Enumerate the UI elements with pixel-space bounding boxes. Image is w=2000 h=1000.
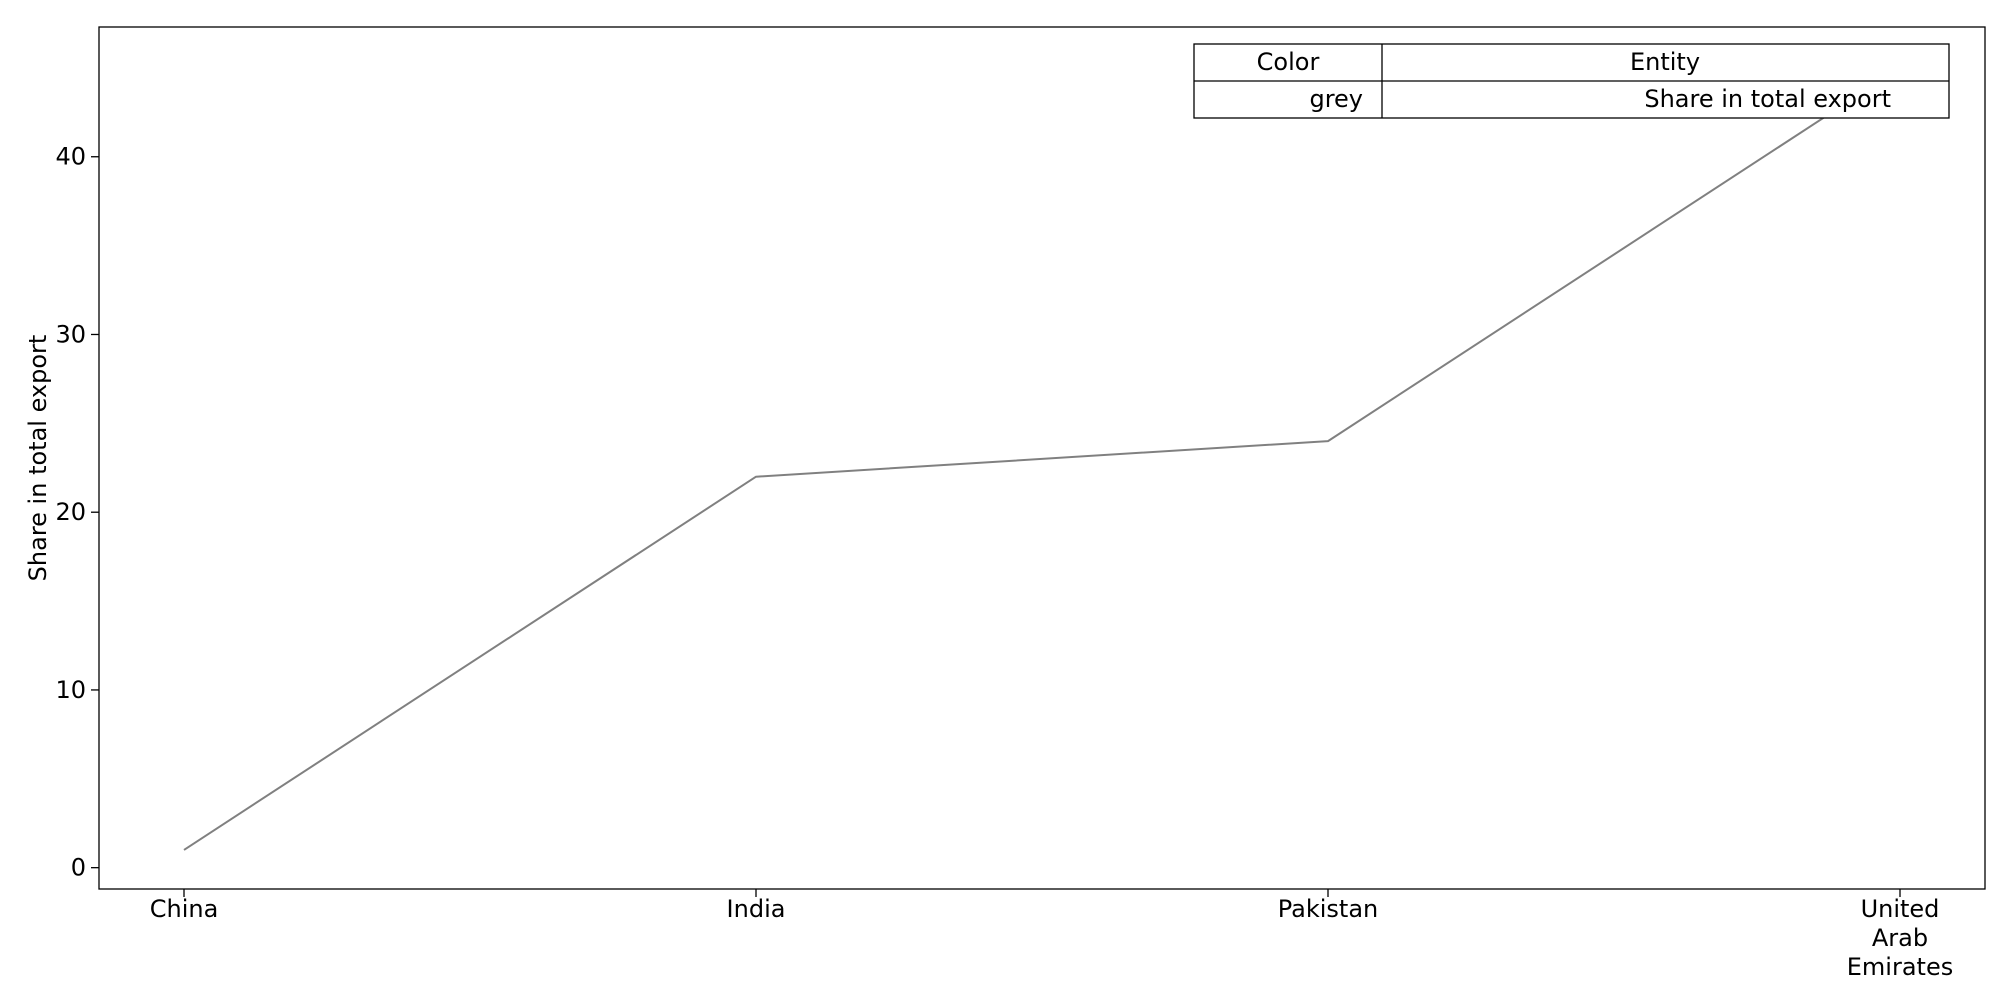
x-axis-ticks: China India Pakistan United Arab Emirates bbox=[150, 889, 1953, 981]
y-tick-label: 10 bbox=[55, 676, 86, 704]
legend-table: Color Entity grey Share in total export bbox=[1193, 43, 1950, 119]
legend-row-entity: Share in total export bbox=[1644, 85, 1891, 113]
y-tick-label: 40 bbox=[55, 143, 86, 171]
y-axis-ticks: 0 10 20 30 40 bbox=[55, 143, 99, 882]
legend-header-color: Color bbox=[1257, 48, 1320, 76]
y-tick-label: 20 bbox=[55, 498, 86, 526]
series-layer bbox=[183, 67, 1901, 851]
x-tick-label: United Arab Emirates bbox=[1847, 895, 1953, 981]
y-tick-label: 30 bbox=[55, 320, 86, 348]
y-axis-label: Share in total export bbox=[24, 335, 52, 582]
legend-header-entity: Entity bbox=[1630, 48, 1700, 76]
y-tick-label: 0 bbox=[71, 854, 86, 882]
series-line bbox=[183, 67, 1901, 851]
x-tick-label: India bbox=[727, 895, 786, 923]
legend-row-color: grey bbox=[1309, 85, 1363, 113]
x-tick-label: Pakistan bbox=[1278, 895, 1379, 923]
x-tick-label: China bbox=[150, 895, 219, 923]
plot-area-frame bbox=[98, 26, 1986, 890]
